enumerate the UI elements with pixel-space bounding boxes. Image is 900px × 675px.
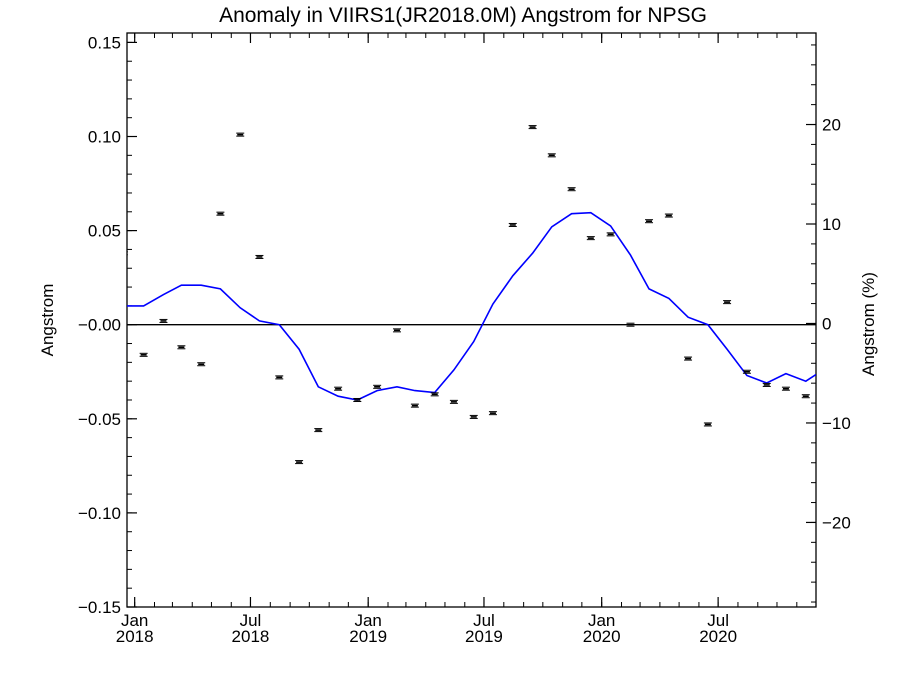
data-point (410, 403, 419, 408)
monthly-points-series (127, 125, 829, 465)
y-axis-left-title: Angstrom (38, 284, 57, 357)
x-tick-month-label: Jan (354, 611, 381, 630)
x-tick-month-label: Jan (588, 611, 615, 630)
data-point (353, 397, 362, 402)
x-tick-month-label: Jan (121, 611, 148, 630)
data-point (275, 375, 284, 380)
y-axis-right: 20 10 0 −10 −20 (806, 44, 851, 603)
data-point (645, 219, 654, 224)
data-point (216, 211, 225, 216)
data-point (314, 428, 323, 433)
y-left-tick-label: −0.15 (78, 598, 121, 617)
data-point (586, 236, 595, 241)
smoothed-series-line (127, 211, 816, 401)
x-axis: Jan2018Jul2018Jan2019Jul2019Jan2020Jul20… (116, 33, 817, 646)
data-point (547, 153, 556, 158)
x-tick-year-label: 2019 (465, 627, 503, 646)
data-point (469, 414, 478, 419)
chart-title: Anomaly in VIIRS1(JR2018.0M) Angstrom fo… (219, 4, 707, 27)
y-left-tick-label: −0.00 (78, 316, 121, 335)
data-point (392, 328, 401, 333)
data-point (177, 345, 186, 350)
data-point (255, 254, 264, 259)
data-point (762, 382, 771, 387)
y-left-tick-label: −0.05 (78, 410, 121, 429)
smoothed-series (127, 211, 816, 401)
data-point (781, 386, 790, 391)
data-point (197, 362, 206, 367)
y-right-tick-label: 20 (822, 116, 841, 135)
data-point (606, 232, 615, 237)
data-point (334, 386, 343, 391)
y-left-tick-label: 0.15 (88, 33, 121, 52)
y-left-tick-label: 0.05 (88, 222, 121, 241)
x-tick-year-label: 2018 (116, 627, 154, 646)
x-tick-year-label: 2020 (699, 627, 737, 646)
data-point (821, 406, 829, 409)
data-point (664, 213, 673, 218)
data-point (159, 318, 168, 323)
y-right-tick-label: 0 (822, 314, 831, 333)
data-point (801, 394, 810, 399)
data-point (449, 399, 458, 404)
x-tick-year-label: 2020 (583, 627, 621, 646)
data-point (567, 187, 576, 192)
data-point (139, 352, 148, 357)
x-tick-month-label: Jul (473, 611, 495, 630)
data-point (236, 132, 245, 137)
x-tick-month-label: Jul (240, 611, 262, 630)
data-point (742, 369, 751, 374)
x-tick-month-label: Jul (707, 611, 729, 630)
data-point (373, 384, 382, 389)
data-point (684, 356, 693, 361)
y-right-tick-label: −10 (822, 414, 851, 433)
data-point (488, 411, 497, 416)
data-point (528, 125, 537, 130)
y-axis-right-title: Angstrom (%) (859, 272, 878, 376)
plot-frame (126, 32, 817, 608)
plot-border (126, 32, 817, 608)
data-point (723, 300, 732, 305)
data-point (703, 422, 712, 427)
data-point (626, 322, 635, 327)
y-right-tick-label: 10 (822, 215, 841, 234)
x-tick-year-label: 2019 (349, 627, 387, 646)
y-right-tick-label: −20 (822, 513, 851, 532)
y-axis-left: 0.15 0.10 0.05 −0.00 −0.05 −0.10 −0.15 (78, 33, 137, 617)
data-point (430, 392, 439, 397)
data-point (508, 222, 517, 227)
x-tick-year-label: 2018 (232, 627, 270, 646)
data-point (295, 460, 304, 465)
y-left-tick-label: 0.10 (88, 128, 121, 147)
y-left-tick-label: −0.10 (78, 504, 121, 523)
